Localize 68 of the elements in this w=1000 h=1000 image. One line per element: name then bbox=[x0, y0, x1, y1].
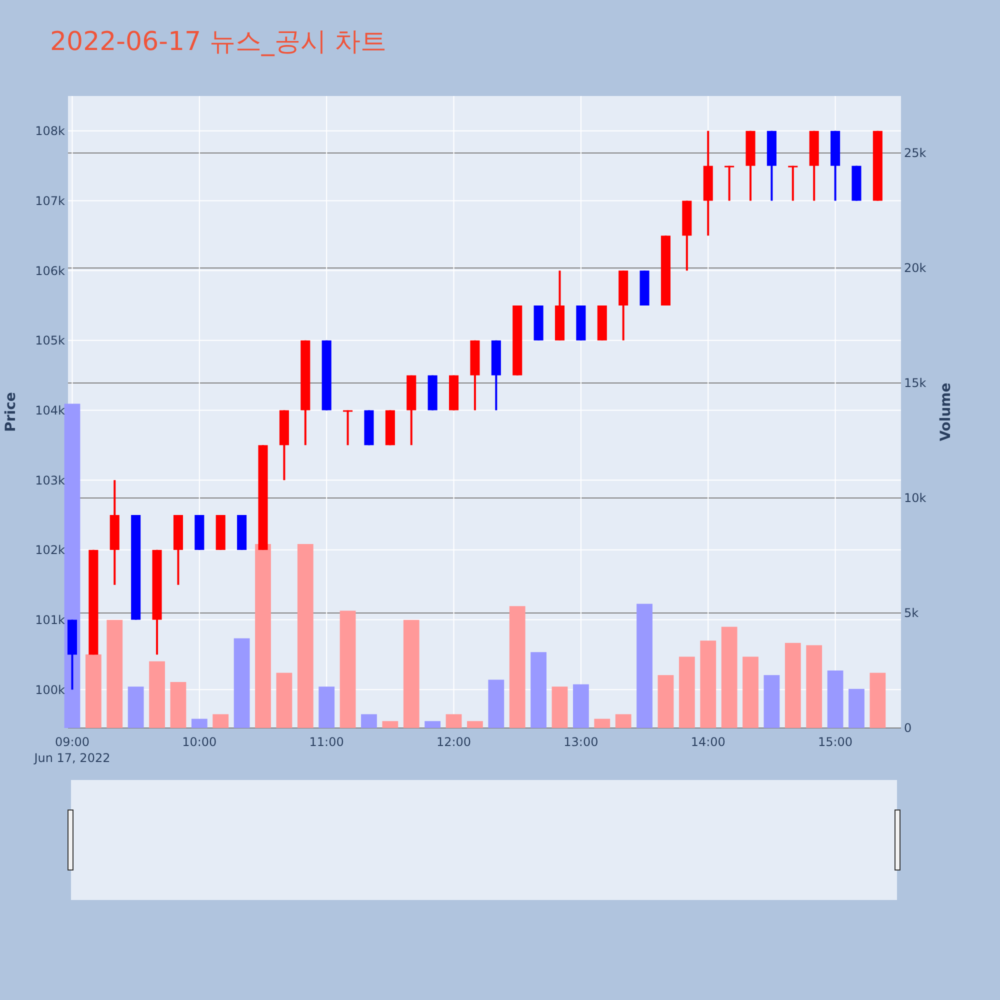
y2-tick-label: 0 bbox=[904, 721, 912, 736]
bar bbox=[149, 661, 165, 728]
bar bbox=[446, 714, 462, 728]
x-tick-label: 15:00 bbox=[818, 735, 853, 749]
bar bbox=[806, 645, 822, 728]
candlestick bbox=[788, 164, 798, 202]
bar bbox=[318, 686, 335, 728]
bar bbox=[255, 544, 271, 728]
y-tick-label: 105k bbox=[35, 334, 66, 348]
x-tick-label: 10:00 bbox=[182, 735, 217, 749]
bar bbox=[128, 686, 144, 728]
x-tick-label: 14:00 bbox=[690, 735, 726, 749]
candlestick bbox=[343, 409, 353, 446]
bar bbox=[784, 642, 801, 728]
x-tick-label: 13:00 bbox=[564, 735, 598, 749]
y2-tick-label: 15k bbox=[904, 376, 926, 390]
y2-tick-label: 25k bbox=[904, 146, 926, 160]
y-axis-title: Price bbox=[3, 392, 19, 432]
bar bbox=[742, 656, 758, 728]
y2-axis-title: Volume bbox=[938, 382, 954, 442]
bar bbox=[170, 682, 186, 728]
y2-tick-label: 10k bbox=[904, 491, 926, 506]
y2-tick-label: 5k bbox=[904, 606, 919, 620]
bar bbox=[212, 714, 229, 728]
bar bbox=[552, 686, 568, 728]
bar bbox=[467, 721, 483, 728]
bar bbox=[678, 656, 695, 728]
bar bbox=[85, 654, 102, 728]
bar bbox=[636, 604, 652, 728]
y-tick-label: 107k bbox=[35, 194, 66, 208]
bar bbox=[615, 714, 632, 728]
bar bbox=[361, 714, 377, 728]
y-tick-label: 101k bbox=[35, 612, 66, 627]
bar bbox=[234, 638, 250, 728]
bar bbox=[870, 672, 886, 728]
bar bbox=[64, 404, 80, 728]
bar bbox=[509, 606, 526, 728]
text: Jun 17, 2022 bbox=[33, 751, 110, 765]
bar bbox=[721, 626, 738, 728]
x-tick-label: 09:00 bbox=[54, 735, 90, 749]
candlestick bbox=[724, 164, 734, 202]
y-tick-label: 106k bbox=[35, 264, 66, 278]
y-tick-label: 103k bbox=[35, 473, 66, 488]
y-tick-label: 108k bbox=[35, 124, 66, 138]
bar bbox=[827, 670, 844, 728]
bar bbox=[700, 640, 716, 728]
chart-title: 2022-06-17 뉴스_공시 차트 bbox=[50, 27, 387, 57]
bar bbox=[340, 610, 356, 728]
bar bbox=[276, 672, 292, 728]
bar bbox=[594, 718, 610, 728]
x-tick-label: 12:00 bbox=[436, 735, 472, 749]
y-tick-label: 102k bbox=[35, 543, 66, 558]
y2-tick-label: 20k bbox=[904, 261, 926, 276]
bar bbox=[658, 675, 674, 728]
y-tick-label: 104k bbox=[35, 403, 66, 418]
y-tick-label: 100k bbox=[35, 682, 66, 697]
bar bbox=[191, 718, 208, 728]
bar bbox=[764, 675, 780, 728]
bar bbox=[488, 680, 504, 728]
bar bbox=[106, 620, 123, 728]
bar bbox=[403, 620, 420, 728]
bar bbox=[848, 688, 864, 728]
bar bbox=[572, 684, 589, 728]
bar bbox=[382, 721, 398, 728]
bar bbox=[297, 544, 314, 728]
bar bbox=[424, 721, 441, 728]
bar bbox=[530, 652, 546, 728]
x-tick-label: 11:00 bbox=[309, 735, 344, 749]
